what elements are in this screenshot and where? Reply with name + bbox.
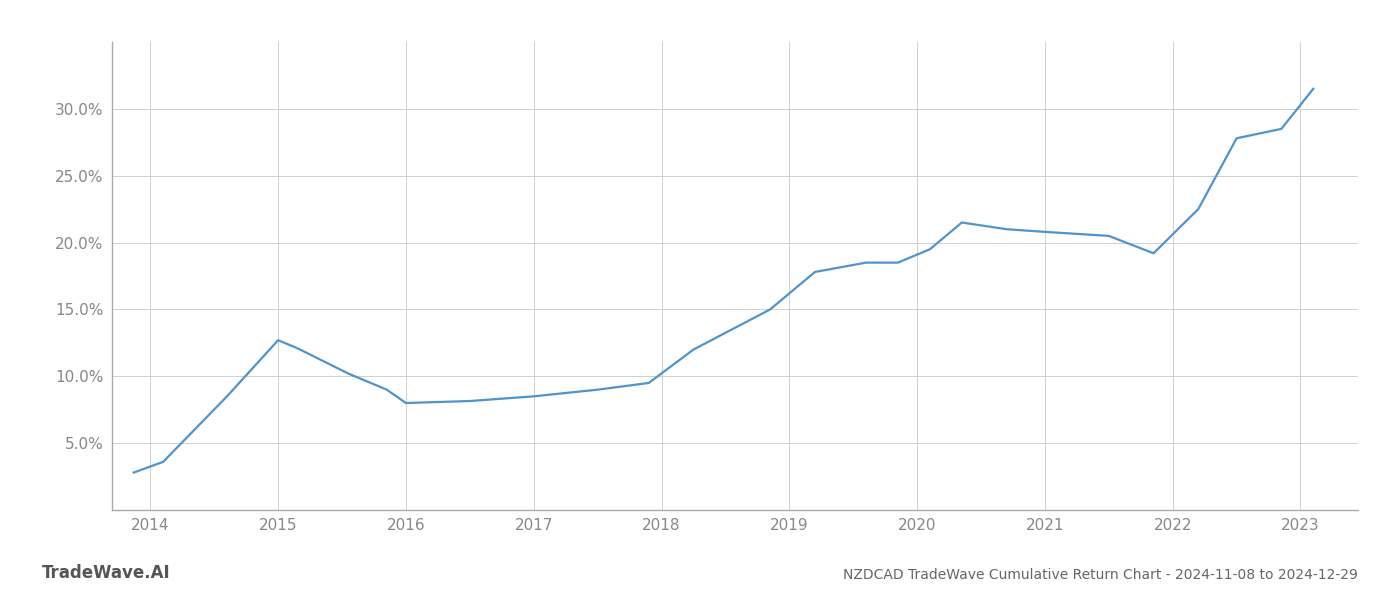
- Text: TradeWave.AI: TradeWave.AI: [42, 564, 171, 582]
- Text: NZDCAD TradeWave Cumulative Return Chart - 2024-11-08 to 2024-12-29: NZDCAD TradeWave Cumulative Return Chart…: [843, 568, 1358, 582]
